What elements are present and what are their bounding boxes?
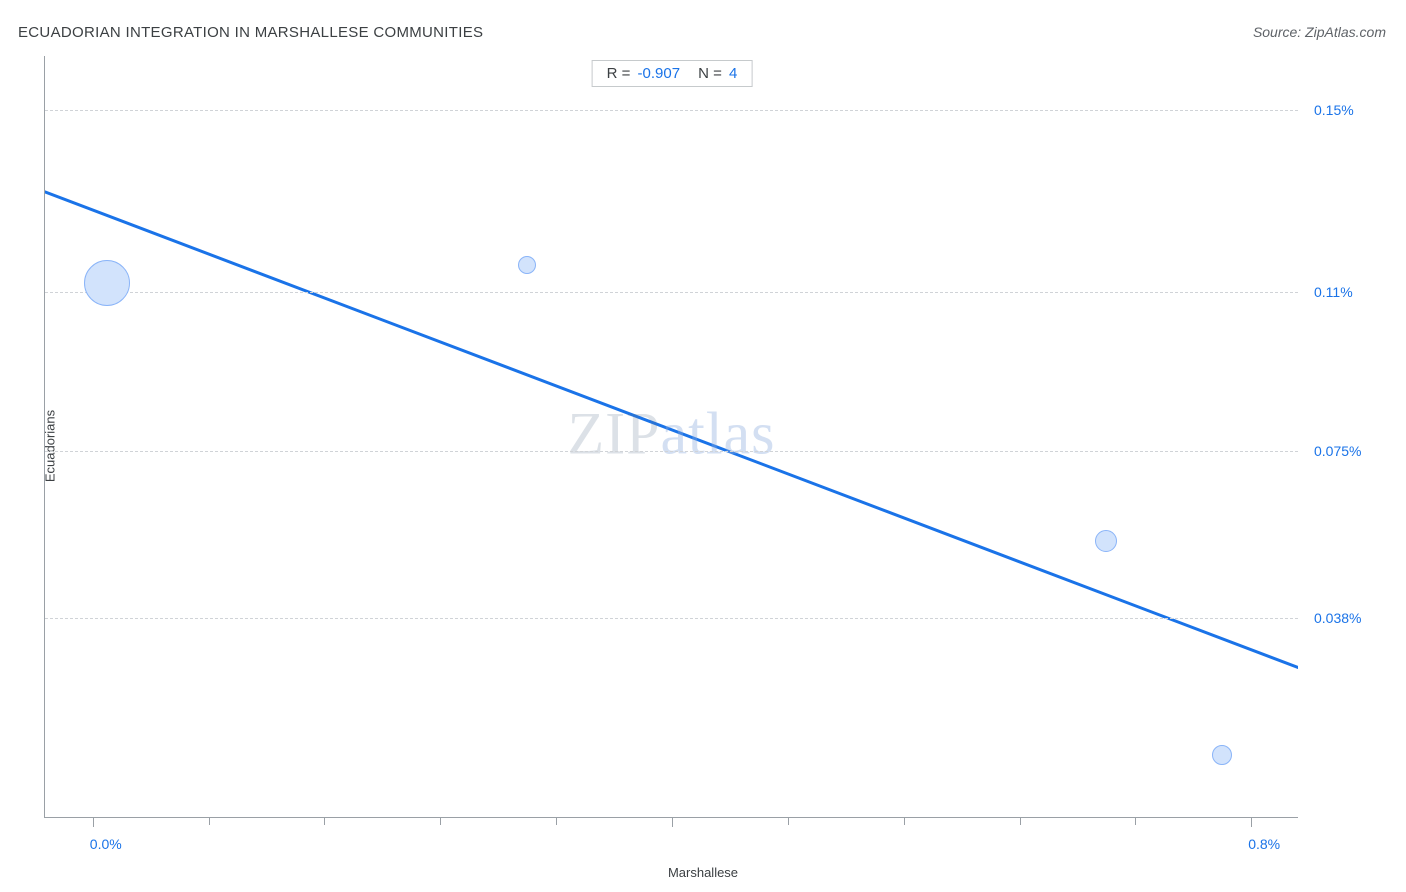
stats-box: R = -0.907 N = 4 (592, 60, 753, 87)
n-label: N = (698, 65, 722, 82)
watermark: ZIPatlas (568, 399, 776, 468)
x-tick-label: 0.0% (90, 836, 122, 852)
y-tick-label: 0.075% (1314, 443, 1361, 459)
y-tick-label: 0.11% (1314, 284, 1353, 300)
x-tick (556, 817, 557, 825)
x-tick (904, 817, 905, 825)
n-stat: N = 4 (698, 65, 737, 82)
r-stat: R = -0.907 (607, 65, 680, 82)
gridline (45, 618, 1298, 619)
x-tick (1251, 817, 1252, 827)
gridline (45, 292, 1298, 293)
x-axis-label: Marshallese (668, 865, 738, 880)
x-tick (440, 817, 441, 825)
gridline (45, 451, 1298, 452)
y-tick-label: 0.038% (1314, 610, 1361, 626)
r-value: -0.907 (638, 65, 681, 82)
gridline (45, 110, 1298, 111)
chart-title: ECUADORIAN INTEGRATION IN MARSHALLESE CO… (18, 24, 483, 41)
x-tick (93, 817, 94, 827)
data-point[interactable] (84, 260, 130, 306)
data-point[interactable] (518, 256, 536, 274)
x-tick (788, 817, 789, 825)
trend-line (45, 56, 1298, 817)
source-label: Source: ZipAtlas.com (1253, 24, 1386, 40)
x-tick (1135, 817, 1136, 825)
plot-area: ZIPatlas R = -0.907 N = 4 (44, 56, 1298, 818)
data-point[interactable] (1095, 530, 1117, 552)
y-tick-label: 0.15% (1314, 102, 1354, 118)
x-tick (1020, 817, 1021, 825)
r-label: R = (607, 65, 631, 82)
watermark-part1: ZIP (568, 400, 661, 466)
watermark-part2: atlas (661, 400, 776, 466)
data-point[interactable] (1212, 745, 1232, 765)
x-tick-label: 0.8% (1248, 836, 1280, 852)
x-tick (324, 817, 325, 825)
x-tick (672, 817, 673, 827)
x-tick (209, 817, 210, 825)
n-value: 4 (729, 65, 737, 82)
